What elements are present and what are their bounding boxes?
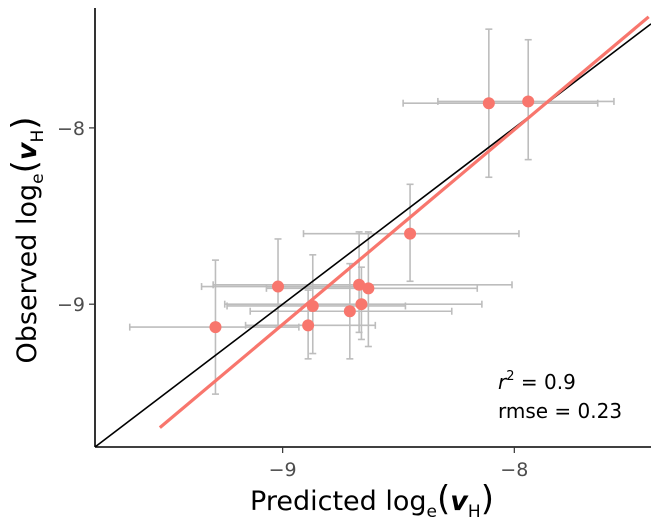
data-point-9 xyxy=(482,97,495,110)
x-axis-title: Predicted loge(vH) xyxy=(250,479,494,520)
data-point-4 xyxy=(343,305,356,318)
r-squared-value: = 0.9 xyxy=(515,370,576,394)
plot-area: −9 −8 −9 −8 xyxy=(57,8,651,481)
data-point-8 xyxy=(404,227,417,240)
r-superscript: 2 xyxy=(506,369,514,384)
regression-line xyxy=(158,15,650,429)
r-symbol: r xyxy=(498,370,508,394)
data-point-3 xyxy=(306,299,319,312)
data-point-6 xyxy=(355,298,368,311)
y-tick-label-1: −8 xyxy=(57,118,85,140)
r-squared-annotation: r2 = 0.9 xyxy=(498,369,576,394)
y-axis-title: Observed loge(vH) xyxy=(5,116,48,363)
data-point-10 xyxy=(522,95,535,108)
data-point-0 xyxy=(209,321,222,334)
rmse-annotation: rmse = 0.23 xyxy=(498,399,622,423)
y-tick-label-0: −9 xyxy=(57,294,85,316)
x-tick-label-0: −9 xyxy=(269,459,297,481)
x-tick-label-1: −8 xyxy=(500,459,528,481)
data-point-1 xyxy=(272,280,285,293)
data-point-2 xyxy=(302,319,315,332)
data-point-7 xyxy=(362,282,375,295)
data-point-5 xyxy=(353,278,366,291)
